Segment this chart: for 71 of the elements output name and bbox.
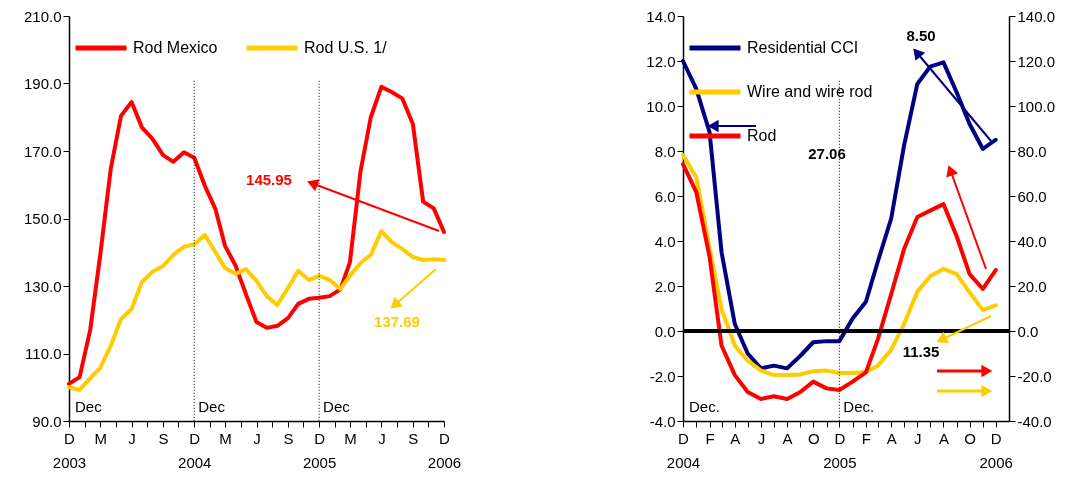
- y2-tick-label: 60.0: [1017, 187, 1047, 205]
- y-tick-label: 130.0: [23, 277, 62, 295]
- x-tick-label: J: [128, 429, 136, 447]
- x-tick-label: D 2005: [823, 429, 857, 471]
- y-tick-label: 0.0: [654, 322, 676, 340]
- y-tick-label: 90.0: [32, 412, 62, 430]
- y-tick-label: 110.0: [25, 345, 62, 362]
- y-tick-label: 2.0: [654, 277, 676, 295]
- y2-tick-label: 80.0: [1017, 142, 1047, 160]
- line-series: [67, 228, 446, 392]
- x-tick-label: F: [861, 429, 872, 447]
- y2-tick-label: 100.0: [1017, 97, 1056, 115]
- line-series: [681, 59, 998, 371]
- x-tick-label: J: [378, 429, 386, 447]
- x-tick-label: S: [283, 429, 294, 447]
- x-tick-label: O: [964, 429, 976, 447]
- x-tick-label: S: [158, 429, 169, 447]
- y2-tick-label: 140.0: [1017, 7, 1056, 25]
- x-tick-label: F: [705, 429, 715, 447]
- x-tick-label: D 2004: [666, 429, 701, 471]
- y2-tick-label: 120.0: [1017, 52, 1056, 70]
- y-tick-label: -2.0: [649, 367, 676, 385]
- y-tick-label: 170.0: [23, 142, 62, 160]
- y-tick-label: 4.0: [654, 232, 676, 250]
- x-tick-label: A: [782, 429, 793, 447]
- x-tick-label: J: [253, 429, 261, 447]
- y-tick-label: 14.0: [646, 7, 676, 25]
- annotation: 11.35: [902, 343, 940, 360]
- y-tick-label: 12.0: [646, 52, 676, 70]
- y2-tick-label: 40.0: [1017, 232, 1047, 250]
- x-tick-label: D 2005: [302, 429, 337, 471]
- x-tick-label: M: [344, 429, 357, 447]
- x-tick-label: M: [94, 429, 107, 447]
- y-tick-label: -4.0: [649, 412, 676, 430]
- x-tick-label: J: [757, 429, 766, 447]
- annotation: 145.95: [246, 171, 292, 188]
- x-tick-label: J: [914, 429, 922, 447]
- ref-line-label: Dec: [323, 398, 351, 415]
- x-tick-label: D 2004: [178, 429, 212, 471]
- annotation: Dec: [75, 398, 103, 415]
- annotation: 137.69: [374, 313, 420, 330]
- annotation: 8.50: [906, 27, 936, 44]
- y-tick-label: 210.0: [23, 7, 62, 25]
- y-tick-label: 6.0: [654, 187, 676, 205]
- x-tick-label: D 2006: [427, 429, 462, 471]
- x-tick-label: O: [807, 429, 820, 447]
- legend-label: Wire and wire rod: [747, 83, 873, 100]
- x-tick-label: D 2006: [979, 429, 1013, 471]
- legend-label: Rod: [747, 127, 777, 144]
- y2-tick-label: 20.0: [1017, 277, 1047, 295]
- x-tick-label: A: [886, 429, 897, 447]
- legend-label: Rod U.S. 1/: [304, 39, 388, 56]
- annotation: 27.06: [808, 145, 846, 162]
- legend-label: Residential CCI: [747, 39, 859, 56]
- y-tick-label: 8.0: [654, 142, 676, 160]
- x-tick-label: S: [408, 429, 419, 447]
- y-tick-label: 10.0: [646, 97, 676, 115]
- ref-line-label: Dec: [198, 398, 226, 415]
- y-tick-label: 190.0: [23, 75, 62, 92]
- x-tick-label: A: [938, 429, 949, 447]
- x-tick-label: D 2003: [52, 429, 87, 471]
- y2-tick-label: -40.0: [1017, 412, 1052, 430]
- x-tick-label: M: [219, 429, 232, 447]
- line-series: [67, 84, 446, 386]
- x-tick-label: A: [730, 429, 741, 447]
- y2-tick-label: 0.0: [1017, 322, 1039, 340]
- legend-label: Rod Mexico: [133, 39, 218, 56]
- y2-tick-label: -20.0: [1017, 367, 1052, 385]
- ref-line-label: Dec.: [843, 398, 875, 415]
- annotation: Dec.: [689, 398, 720, 415]
- y-tick-label: 150.0: [23, 210, 62, 227]
